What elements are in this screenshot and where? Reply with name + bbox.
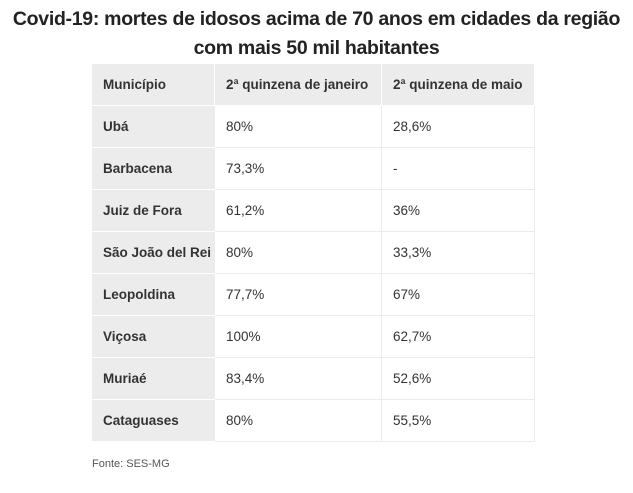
table-row: Barbacena 73,3% -: [92, 147, 535, 190]
table-row: Ubá 80% 28,6%: [92, 105, 535, 148]
value-cell: 67%: [381, 273, 535, 316]
municipality-cell: Leopoldina: [92, 273, 215, 316]
value-cell: 52,6%: [381, 357, 535, 400]
value-cell: 61,2%: [214, 189, 382, 232]
value-cell: 73,3%: [214, 147, 382, 190]
value-cell: 55,5%: [381, 399, 535, 442]
value-cell: 36%: [381, 189, 535, 232]
column-header: 2ª quinzena de janeiro: [214, 64, 382, 106]
data-table: Município 2ª quinzena de janeiro 2ª quin…: [92, 64, 535, 442]
table-row: Leopoldina 77,7% 67%: [92, 273, 535, 316]
value-cell: 28,6%: [381, 105, 535, 148]
value-cell: 80%: [214, 105, 382, 148]
table-row: Cataguases 80% 55,5%: [92, 399, 535, 442]
column-header: Município: [92, 64, 215, 106]
source-note: Fonte: SES-MG: [92, 458, 170, 470]
municipality-cell: Muriaé: [92, 357, 215, 400]
value-cell: 77,7%: [214, 273, 382, 316]
value-cell: 80%: [214, 399, 382, 442]
value-cell: 80%: [214, 231, 382, 274]
header-row: Município 2ª quinzena de janeiro 2ª quin…: [92, 64, 535, 106]
municipality-cell: Juiz de Fora: [92, 189, 215, 232]
table-row: Muriaé 83,4% 52,6%: [92, 357, 535, 400]
value-cell: 33,3%: [381, 231, 535, 274]
municipality-cell: Barbacena: [92, 147, 215, 190]
table-row: Viçosa 100% 62,7%: [92, 315, 535, 358]
municipality-cell: São João del Rei: [92, 231, 215, 274]
value-cell: -: [381, 147, 535, 190]
table-row: Juiz de Fora 61,2% 36%: [92, 189, 535, 232]
value-cell: 83,4%: [214, 357, 382, 400]
table-row: São João del Rei 80% 33,3%: [92, 231, 535, 274]
municipality-cell: Viçosa: [92, 315, 215, 358]
municipality-cell: Ubá: [92, 105, 215, 148]
municipality-cell: Cataguases: [92, 399, 215, 442]
value-cell: 100%: [214, 315, 382, 358]
table-title: Covid-19: mortes de idosos acima de 70 a…: [12, 8, 621, 59]
value-cell: 62,7%: [381, 315, 535, 358]
column-header: 2ª quinzena de maio: [381, 64, 535, 106]
